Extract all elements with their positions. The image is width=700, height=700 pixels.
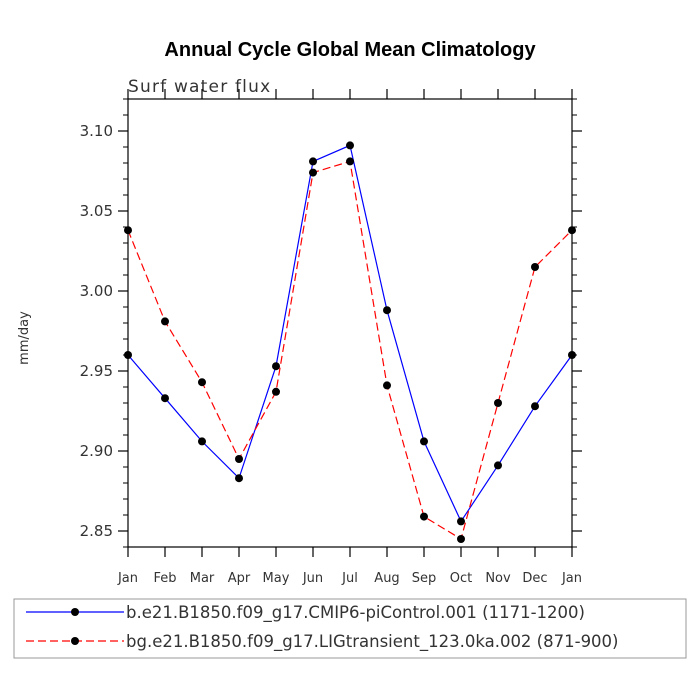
legend-label-2: bg.e21.B1850.f09_g17.LIGtransient_123.0k… <box>126 632 619 652</box>
y-tick-labels: 2.85 2.90 2.95 3.00 3.05 3.10 <box>80 122 113 540</box>
data-point <box>420 512 428 521</box>
data-point <box>309 168 317 177</box>
y-axis-label: mm/day <box>17 311 32 365</box>
data-point <box>568 351 576 359</box>
data-point <box>494 461 502 470</box>
data-point <box>235 474 243 483</box>
x-tick-label: Nov <box>485 571 511 586</box>
x-tick-label: Mar <box>190 571 215 586</box>
y-tick-label: 3.00 <box>80 282 113 300</box>
series-line-2 <box>127 160 573 540</box>
y-tick-label: 3.10 <box>80 122 113 140</box>
x-tick-label: Feb <box>153 571 176 586</box>
legend-marker-2 <box>71 637 79 645</box>
x-tick-label: Aug <box>374 571 399 586</box>
legend-box <box>13 598 687 659</box>
legend: b.e21.B1850.f09_g17.CMIP6-piControl.001 … <box>13 598 687 659</box>
data-point <box>161 317 169 326</box>
data-point <box>383 381 391 390</box>
data-point <box>457 517 465 526</box>
data-point <box>531 402 539 411</box>
data-point <box>457 535 465 543</box>
data-point <box>272 387 280 396</box>
x-tick-label: Jan <box>117 571 138 586</box>
series-group <box>124 141 576 543</box>
data-point <box>161 394 169 403</box>
data-point <box>568 226 576 235</box>
y-tick-label: 2.95 <box>80 362 113 380</box>
data-point <box>346 141 354 150</box>
y-tick-label: 2.85 <box>80 522 113 540</box>
data-point <box>272 362 280 371</box>
data-point <box>235 455 243 463</box>
data-point <box>124 351 132 359</box>
x-tick-label: Jun <box>302 571 323 586</box>
data-point <box>124 226 132 235</box>
legend-label-1: b.e21.B1850.f09_g17.CMIP6-piControl.001 … <box>126 603 585 623</box>
chart-subtitle: Surf water flux <box>128 77 271 97</box>
x-tick-label: Oct <box>450 571 472 586</box>
x-tick-label: Apr <box>228 571 251 586</box>
x-tick-label: Sep <box>412 571 437 586</box>
y-tick-label: 3.05 <box>80 202 113 220</box>
plot-area <box>127 98 573 548</box>
x-tick-label: May <box>263 571 290 586</box>
legend-items: b.e21.B1850.f09_g17.CMIP6-piControl.001 … <box>26 603 619 652</box>
legend-marker-1 <box>71 608 79 616</box>
x-tick-label: Jul <box>341 571 358 586</box>
data-point <box>346 157 354 166</box>
data-point <box>494 399 502 407</box>
y-tick-label: 2.90 <box>80 442 113 460</box>
chart-title: Annual Cycle Global Mean Climatology <box>164 39 536 61</box>
x-tick-label: Dec <box>522 571 547 586</box>
axis-ticks <box>118 89 582 557</box>
x-tick-labels: Jan Feb Mar Apr May Jun Jul Aug Sep Oct Nov Dec Jan <box>117 571 582 586</box>
series-line-1 <box>127 144 573 523</box>
x-tick-label: Jan <box>561 571 582 586</box>
data-point <box>198 437 206 446</box>
data-point <box>383 306 391 315</box>
data-point <box>420 437 428 446</box>
data-point <box>531 263 539 271</box>
data-point <box>309 157 317 166</box>
data-point <box>198 378 206 387</box>
